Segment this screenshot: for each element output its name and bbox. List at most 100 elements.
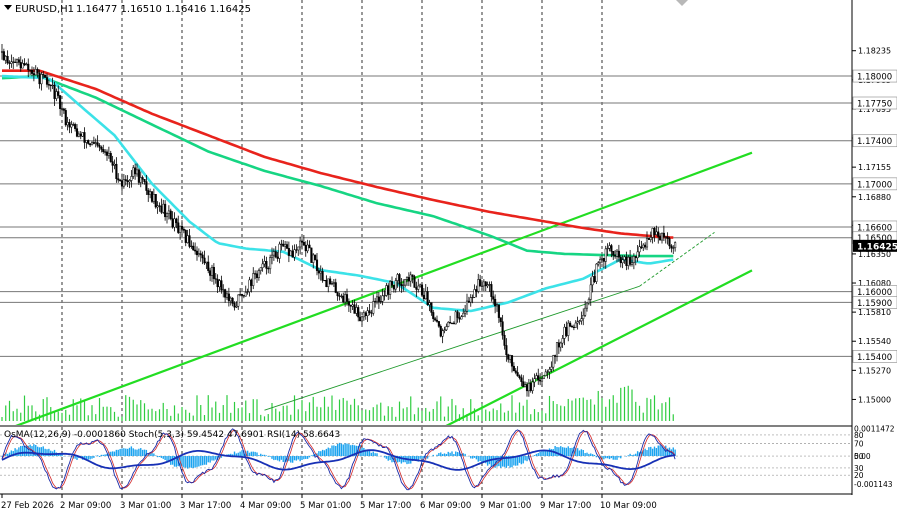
- candle-body: [464, 310, 467, 314]
- candle-body: [269, 257, 272, 270]
- candle-body: [147, 190, 150, 195]
- channel-lines: [15, 151, 753, 425]
- moving-average-ma_fast: [1, 74, 674, 313]
- candle-body: [242, 295, 245, 297]
- candle-body: [29, 69, 32, 71]
- symbol-menu-icon[interactable]: [4, 5, 12, 10]
- candle-body: [548, 369, 551, 373]
- candle-body: [426, 291, 429, 306]
- candle-body: [634, 256, 637, 259]
- candle-body: [409, 274, 412, 282]
- candle-body: [660, 232, 664, 241]
- candle-body: [404, 279, 407, 286]
- candle-body: [332, 282, 335, 284]
- candle-body: [642, 244, 645, 249]
- candle-body: [104, 151, 107, 153]
- candle-body: [379, 300, 382, 303]
- candle-body: [533, 378, 536, 383]
- candle-body: [531, 381, 534, 391]
- candle-body: [40, 74, 43, 85]
- candle-body: [310, 247, 313, 263]
- candle-body: [141, 177, 144, 180]
- candle-body: [325, 279, 328, 287]
- price-tick-label: 1.15540: [858, 337, 891, 346]
- candle-body: [237, 294, 240, 307]
- candle-body: [62, 108, 65, 111]
- candle-body: [512, 365, 515, 372]
- time-label: 4 Mar 09:00: [240, 501, 291, 511]
- candle-body: [55, 91, 58, 99]
- candle-body: [664, 236, 667, 238]
- candle-body: [415, 287, 418, 290]
- candle-body: [4, 56, 7, 61]
- candle-body: [570, 326, 574, 328]
- candle-body: [173, 218, 176, 228]
- candle-body: [195, 250, 199, 256]
- candle-body: [278, 243, 281, 259]
- candle-body: [614, 255, 617, 257]
- candle-body: [162, 203, 165, 213]
- candle-body: [87, 140, 90, 144]
- candle-body: [30, 69, 34, 74]
- candle-body: [85, 140, 88, 143]
- candle-body: [389, 281, 392, 295]
- candle-body: [27, 63, 30, 71]
- candle-body: [612, 251, 615, 256]
- candle-body: [407, 277, 410, 282]
- candle-body: [593, 276, 596, 282]
- candle-body: [550, 366, 553, 370]
- candle-body: [398, 274, 401, 285]
- candle-body: [445, 326, 448, 331]
- price-level-label: 1.16500: [857, 234, 892, 244]
- stochastic-signal-line: [1, 429, 676, 490]
- candle-body: [224, 289, 227, 298]
- candle-body: [282, 243, 285, 247]
- price-level-label: 1.18000: [857, 73, 892, 83]
- candle-body: [192, 245, 195, 251]
- candle-body: [357, 307, 360, 318]
- candle-body: [582, 315, 585, 319]
- candle-body: [53, 84, 56, 99]
- candle-body: [640, 246, 643, 249]
- candle-body: [102, 149, 105, 153]
- time-label: 27 Feb 2026: [1, 501, 54, 511]
- candle-body: [64, 110, 67, 126]
- candle-body: [190, 245, 193, 247]
- candle-body: [482, 281, 485, 287]
- candle-body: [668, 238, 671, 247]
- candle-body: [490, 284, 493, 297]
- candle-body: [617, 250, 620, 258]
- candle-body: [72, 124, 75, 126]
- candle-body: [434, 318, 437, 321]
- candle-body: [188, 235, 191, 247]
- candle-body: [8, 62, 11, 64]
- candle-body: [248, 279, 251, 292]
- candle-body: [657, 231, 660, 237]
- price-level-label: 1.16000: [857, 288, 892, 298]
- candle-body: [351, 304, 354, 307]
- candle-body: [79, 133, 82, 137]
- candle-body: [544, 371, 547, 376]
- candle-body: [345, 294, 349, 302]
- candle-body: [630, 262, 634, 265]
- oscillator-scale-label: 80: [854, 431, 864, 440]
- candle-body: [662, 232, 665, 238]
- candle-body: [314, 254, 317, 261]
- candle-body: [284, 244, 287, 247]
- candle-body: [107, 153, 110, 156]
- candle-body: [180, 225, 184, 230]
- candle-body: [385, 285, 388, 296]
- candle-body: [340, 295, 343, 297]
- chart-shift-marker[interactable]: [676, 0, 688, 6]
- candle-body: [649, 237, 652, 240]
- candle-body: [287, 248, 290, 256]
- oscillator-scale-label: 20: [854, 471, 864, 480]
- candle-body: [525, 384, 529, 392]
- candle-body: [225, 293, 229, 298]
- candle-body: [672, 247, 675, 249]
- candle-body: [83, 132, 86, 143]
- candle-body: [514, 370, 517, 373]
- candle-body: [17, 59, 20, 63]
- candle-body: [297, 246, 300, 251]
